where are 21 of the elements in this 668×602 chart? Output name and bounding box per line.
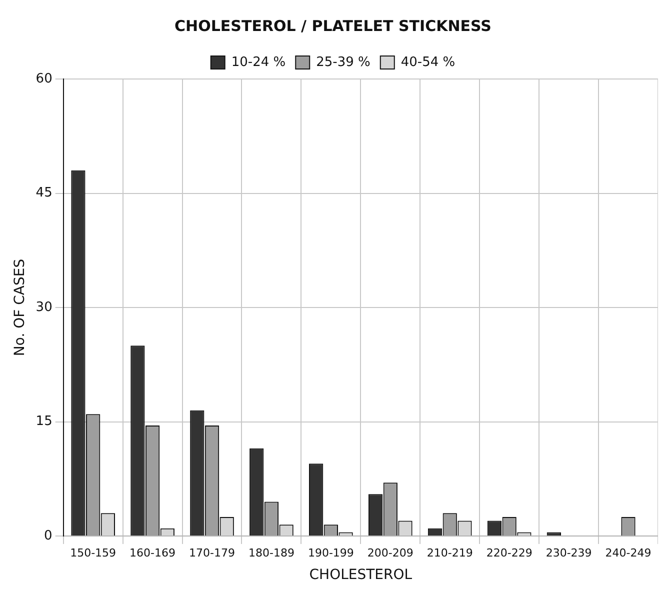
y-tick-label: 45 [36, 186, 52, 201]
y-tick-label: 60 [36, 71, 52, 86]
x-tick-label: 210-219 [426, 546, 473, 560]
x-tick-label: 200-209 [367, 546, 414, 560]
x-tick-label: 150-159 [70, 546, 116, 560]
y-tick-label: 15 [36, 414, 52, 430]
x-tick-label: 240-249 [605, 546, 652, 560]
y-tick-label: 0 [44, 528, 52, 544]
x-tick-label: 180-189 [248, 546, 294, 560]
x-tick-label: 160-169 [130, 546, 176, 560]
x-tick-label: 190-199 [308, 546, 354, 560]
chart-title: CHOLESTEROL / PLATELET STICKNESS [174, 16, 492, 35]
legend-label: 10-24 % [231, 54, 286, 70]
x-tick-label: 220-229 [486, 546, 532, 560]
legend-label: 40-54 % [400, 54, 456, 70]
x-tick-label: 230-239 [546, 546, 592, 560]
legend-label: 25-39 % [316, 54, 370, 70]
y-axis-title: No. OF CASES [12, 258, 28, 356]
x-tick-label: 170-179 [189, 546, 235, 560]
y-tick-label: 30 [36, 300, 52, 315]
x-axis-title: CHOLESTEROL [309, 567, 412, 584]
